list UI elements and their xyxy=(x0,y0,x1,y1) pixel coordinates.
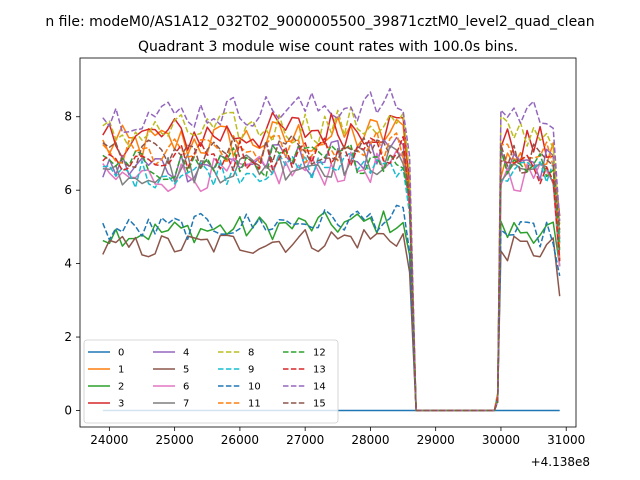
legend-label-11: 11 xyxy=(248,399,261,410)
x-axis: 24000 25000 26000 27000 28000 29000 30000 31000 xyxy=(90,427,585,447)
legend-label-5: 5 xyxy=(183,365,189,376)
legend-label-2: 2 xyxy=(118,382,124,393)
x-tick-label: 31000 xyxy=(547,433,585,447)
chart-title: Quadrant 3 module wise count rates with … xyxy=(138,39,518,55)
plot-frame xyxy=(79,57,577,428)
series-line-15 xyxy=(102,134,561,412)
legend-label-9: 9 xyxy=(248,365,254,376)
legend-label-4: 4 xyxy=(183,348,189,359)
legend-label-14: 14 xyxy=(313,382,326,393)
legend-label-7: 7 xyxy=(183,399,189,410)
legend-label-0: 0 xyxy=(118,348,124,359)
y-tick-label: 0 xyxy=(64,403,72,417)
legend-label-10: 10 xyxy=(248,382,261,393)
y-axis: 0 2 4 6 8 xyxy=(64,110,80,417)
series-layer xyxy=(102,87,561,412)
x-tick-label: 28000 xyxy=(351,433,389,447)
x-tick-label: 30000 xyxy=(482,433,520,447)
y-tick-label: 8 xyxy=(64,110,72,124)
legend-label-3: 3 xyxy=(118,399,124,410)
legend-label-6: 6 xyxy=(183,382,189,393)
y-tick-label: 4 xyxy=(64,257,72,271)
x-tick-label: 25000 xyxy=(156,433,194,447)
x-tick-label: 26000 xyxy=(221,433,259,447)
y-tick-label: 2 xyxy=(64,330,72,344)
y-tick-label: 6 xyxy=(64,183,72,197)
legend-box xyxy=(83,339,339,424)
legend-label-13: 13 xyxy=(313,365,326,376)
legend-label-1: 1 xyxy=(118,365,124,376)
x-tick-label: 29000 xyxy=(417,433,455,447)
x-tick-label: 27000 xyxy=(286,433,324,447)
chart-suptitle: n file: modeM0/AS1A12_032T02_9000005500_… xyxy=(45,14,594,30)
x-tick-label: 24000 xyxy=(90,433,128,447)
legend-label-12: 12 xyxy=(313,348,326,359)
x-offset-label: +4.138e8 xyxy=(531,455,590,469)
series-line-11 xyxy=(102,130,561,412)
legend-label-15: 15 xyxy=(313,399,326,410)
legend-label-8: 8 xyxy=(248,348,254,359)
